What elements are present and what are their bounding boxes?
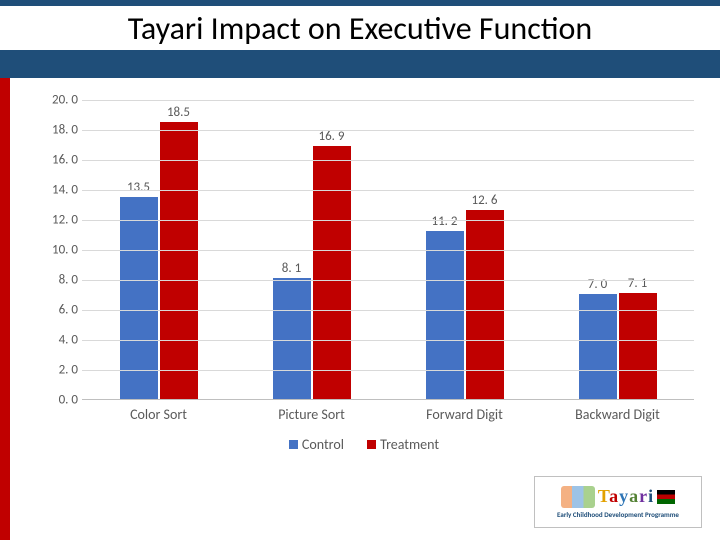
y-tick-label: 14. 0 [34,183,78,198]
bar-value-label: 12. 6 [455,193,515,208]
legend-label-treatment: Treatment [380,436,439,453]
bar-value-label: 18.5 [149,105,209,120]
left-accent-stripe [0,78,10,540]
y-tick-label: 4. 0 [34,333,78,348]
y-tick-label: 16. 0 [34,153,78,168]
bar-treatment [619,293,657,400]
bar-control [426,231,464,399]
gridline [82,130,694,131]
y-tick-label: 0. 0 [34,393,78,408]
logo-top-row: Tayari [561,486,675,508]
page-title: Tayari Impact on Executive Function [0,6,720,50]
tayari-logo: Tayari Early Childhood Development Progr… [534,476,702,528]
chart-legend: Control Treatment [34,436,694,453]
legend-item-treatment: Treatment [367,436,439,453]
y-tick-label: 18. 0 [34,123,78,138]
legend-swatch-treatment [367,440,376,449]
category-label: Backward Digit [541,406,694,423]
bar-control [273,278,311,400]
y-tick-label: 6. 0 [34,303,78,318]
y-tick-label: 8. 0 [34,273,78,288]
legend-label-control: Control [302,436,344,453]
bar-treatment [313,146,351,400]
bar-control [120,197,158,400]
gridline [82,340,694,341]
bar-treatment [160,122,198,400]
title-band: Tayari Impact on Executive Function [0,0,720,78]
category-label: Picture Sort [235,406,388,423]
logo-children-icon [561,486,595,508]
gridline [82,250,694,251]
y-tick-label: 10. 0 [34,243,78,258]
y-tick-label: 20. 0 [34,93,78,108]
logo-wordmark: Tayari [598,486,654,507]
gridline [82,280,694,281]
logo-subtitle: Early Childhood Development Programme [557,510,679,519]
gridline [82,190,694,191]
gridline [82,160,694,161]
y-tick-label: 12. 0 [34,213,78,228]
legend-item-control: Control [289,436,344,453]
bar-value-label: 7. 1 [608,276,668,291]
gridline [82,310,694,311]
gridline [82,220,694,221]
kenya-flag-icon [657,490,675,504]
category-label: Forward Digit [388,406,541,423]
y-tick-label: 2. 0 [34,363,78,378]
legend-swatch-control [289,440,298,449]
gridline [82,370,694,371]
gridline [82,100,694,101]
category-label: Color Sort [82,406,235,423]
bar-chart: 13.518.58. 116. 911. 212. 67. 07. 1 Cont… [34,100,694,460]
